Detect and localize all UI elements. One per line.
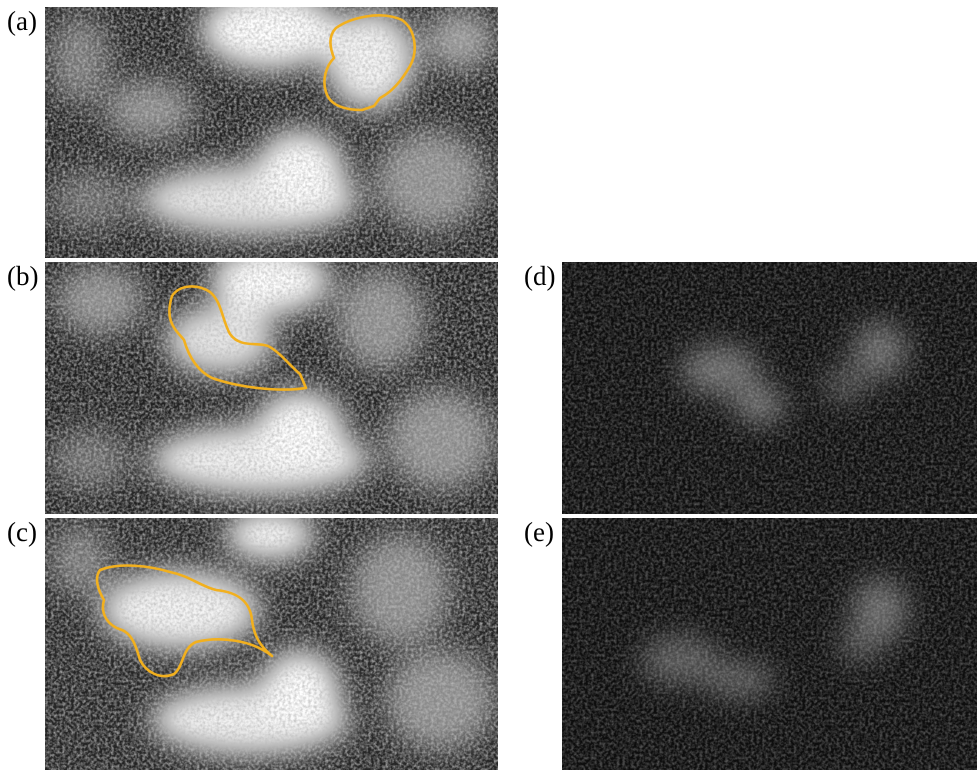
panel-label: (e): [524, 517, 554, 547]
panel-label: (b): [7, 261, 38, 291]
image-b: [45, 245, 498, 514]
page: (a) (b) (c) (d) (e) (() => { const data …: [0, 0, 977, 772]
panel-label: (d): [524, 261, 555, 291]
image-c: [45, 510, 498, 770]
panel-label: (c): [7, 517, 37, 547]
panel-label: (a): [7, 6, 37, 36]
image-a: [45, 0, 498, 258]
image-e: [562, 518, 977, 770]
image-d: [562, 262, 977, 514]
figure: (a) (b) (c) (d) (e): [0, 0, 977, 772]
